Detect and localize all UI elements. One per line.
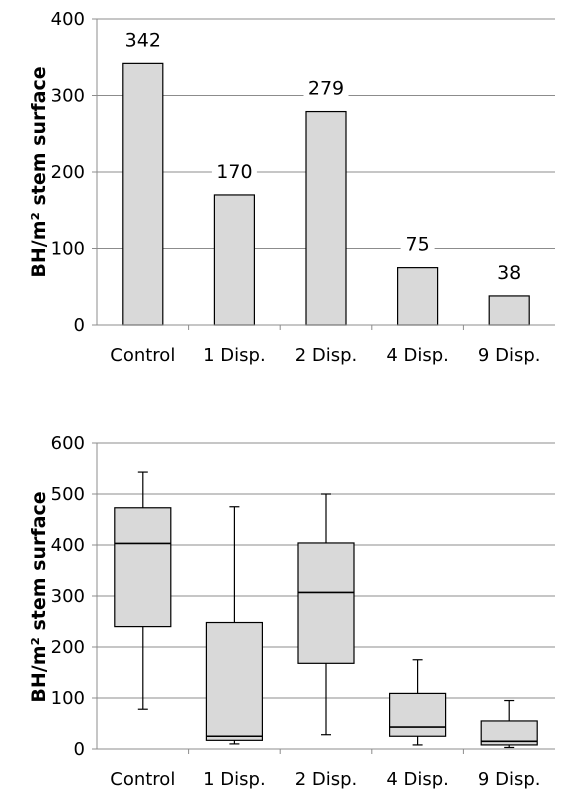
bar — [213, 194, 255, 326]
data-label-background — [400, 232, 435, 257]
y-tick-label: 500 — [51, 484, 85, 505]
x-tick-label: 1 Disp. — [203, 345, 266, 366]
x-tick-label: 9 Disp. — [478, 769, 541, 790]
y-tick-label: 100 — [51, 688, 85, 709]
box — [205, 506, 263, 745]
x-tick-label: 2 Disp. — [295, 769, 358, 790]
x-tick-label: Control — [110, 769, 175, 790]
box — [480, 699, 538, 749]
data-label-background — [303, 76, 349, 101]
bar — [122, 62, 164, 326]
y-tick-label: 0 — [74, 739, 85, 760]
y-tick-label: 300 — [51, 86, 85, 107]
box-iqr — [297, 542, 355, 664]
box-iqr — [480, 720, 538, 746]
bar-chart-axes: 0 100 200 300 400 — [51, 9, 555, 336]
box-plot-y-axis-label: BH/m² stem surface — [28, 491, 50, 702]
x-tick-label: 4 Disp. — [386, 345, 449, 366]
data-label: 170 — [216, 161, 252, 183]
y-tick-label: 200 — [51, 637, 85, 658]
data-label-background — [120, 28, 166, 53]
box-iqr — [114, 507, 172, 628]
y-tick-label: 400 — [51, 535, 85, 556]
bar — [488, 295, 530, 326]
data-label: 342 — [125, 29, 161, 51]
y-tick-label: 600 — [51, 433, 85, 454]
box-iqr — [389, 692, 447, 737]
box — [114, 471, 172, 710]
x-tick-label: 2 Disp. — [295, 345, 358, 366]
y-tick-label: 0 — [74, 315, 85, 336]
box-iqr — [205, 621, 263, 741]
box-plot-chart: 0 100 200 300 400 500 600 Control 1 Disp. 2 Disp… — [28, 433, 555, 790]
box-plot-boxes — [114, 471, 538, 749]
bar-chart-bars — [122, 62, 530, 326]
data-label-background — [492, 260, 527, 285]
data-label-background — [211, 159, 257, 184]
bar — [397, 267, 439, 326]
bar-chart: 0 100 200 300 400 342 Control 170 1 Disp. 279 2 D… — [28, 9, 555, 366]
x-tick-label: 1 Disp. — [203, 769, 266, 790]
box — [389, 659, 447, 746]
box-plot-labels: Control 1 Disp. 2 Disp. 4 Disp. 9 Disp. — [110, 769, 540, 790]
bar-chart-y-axis-label: BH/m² stem surface — [28, 66, 50, 277]
box — [297, 493, 355, 736]
data-label: 75 — [406, 234, 430, 256]
y-tick-label: 300 — [51, 586, 85, 607]
y-tick-label: 100 — [51, 239, 85, 260]
data-label: 38 — [497, 262, 521, 284]
y-tick-label: 200 — [51, 162, 85, 183]
data-label: 279 — [308, 78, 344, 100]
box-plot-axes: 0 100 200 300 400 500 600 — [51, 433, 555, 760]
x-tick-label: 4 Disp. — [386, 769, 449, 790]
x-tick-label: Control — [110, 345, 175, 366]
bar-chart-labels: 342 Control 170 1 Disp. 279 2 Disp. 75 4 Disp. 3… — [110, 28, 540, 366]
x-tick-label: 9 Disp. — [478, 345, 541, 366]
y-tick-label: 400 — [51, 9, 85, 30]
bar — [305, 110, 347, 326]
